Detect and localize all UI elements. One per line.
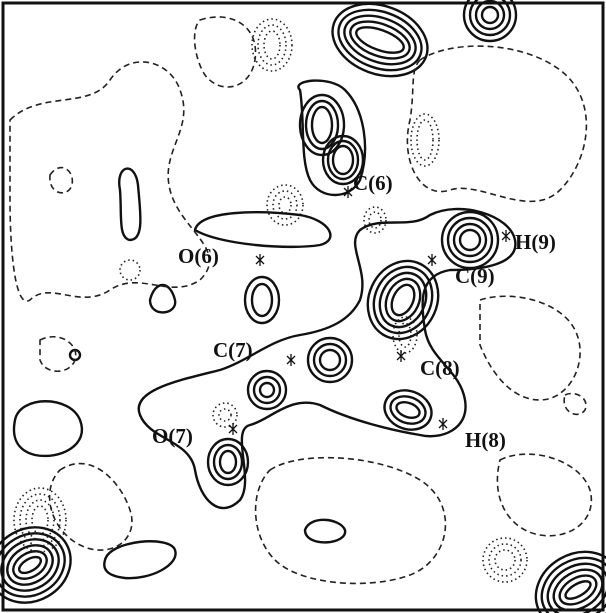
- atom-label: C(7): [213, 338, 253, 362]
- atom-label: O(6): [178, 244, 219, 268]
- frame: [3, 3, 603, 610]
- page: C(6) O(6) H(9) C(9) C(7) C(8) O(7) H(8) …: [0, 0, 606, 613]
- atom-label: C(6): [353, 171, 393, 195]
- atom-label: H(8): [465, 428, 506, 452]
- atom-label: H(9): [515, 230, 556, 254]
- atom-label: O(7): [152, 424, 193, 448]
- atom-label: C(9): [455, 264, 495, 288]
- atom-label: C(8): [420, 356, 460, 380]
- contour-map: C(6) O(6) H(9) C(9) C(7) C(8) O(7) H(8): [0, 0, 606, 613]
